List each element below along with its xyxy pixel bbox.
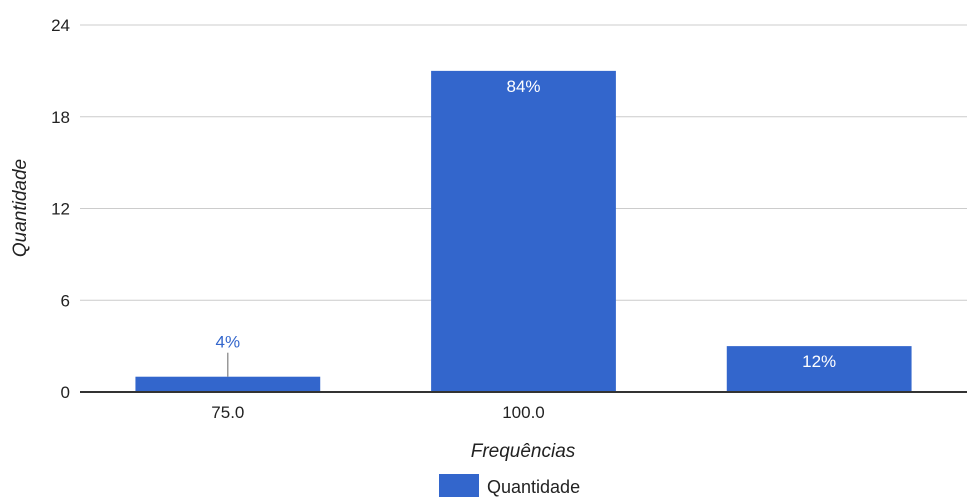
x-tick-label: 75.0 <box>211 403 244 422</box>
y-tick-labels: 0 6 12 18 24 <box>51 16 70 402</box>
y-tick-label: 12 <box>51 200 70 219</box>
x-axis-label: Frequências <box>471 441 576 462</box>
bars <box>135 70 912 392</box>
data-label: 12% <box>802 352 836 371</box>
bar <box>726 346 912 392</box>
bar <box>431 70 616 392</box>
legend: Quantidade <box>439 474 580 497</box>
legend-label: Quantidade <box>487 477 580 497</box>
data-label: 84% <box>506 77 540 96</box>
y-tick-label: 6 <box>61 291 70 310</box>
y-tick-label: 18 <box>51 108 70 127</box>
y-axis-label: Quantidade <box>10 159 31 257</box>
y-tick-label: 24 <box>51 16 70 35</box>
y-tick-label: 0 <box>61 383 70 402</box>
data-labels: 4% 84% 12% <box>216 77 836 377</box>
data-label: 4% <box>216 333 241 352</box>
legend-swatch <box>439 474 479 497</box>
bar <box>135 376 321 392</box>
x-tick-labels: 75.0 100.0 <box>211 403 544 422</box>
x-tick-label: 100.0 <box>502 403 545 422</box>
